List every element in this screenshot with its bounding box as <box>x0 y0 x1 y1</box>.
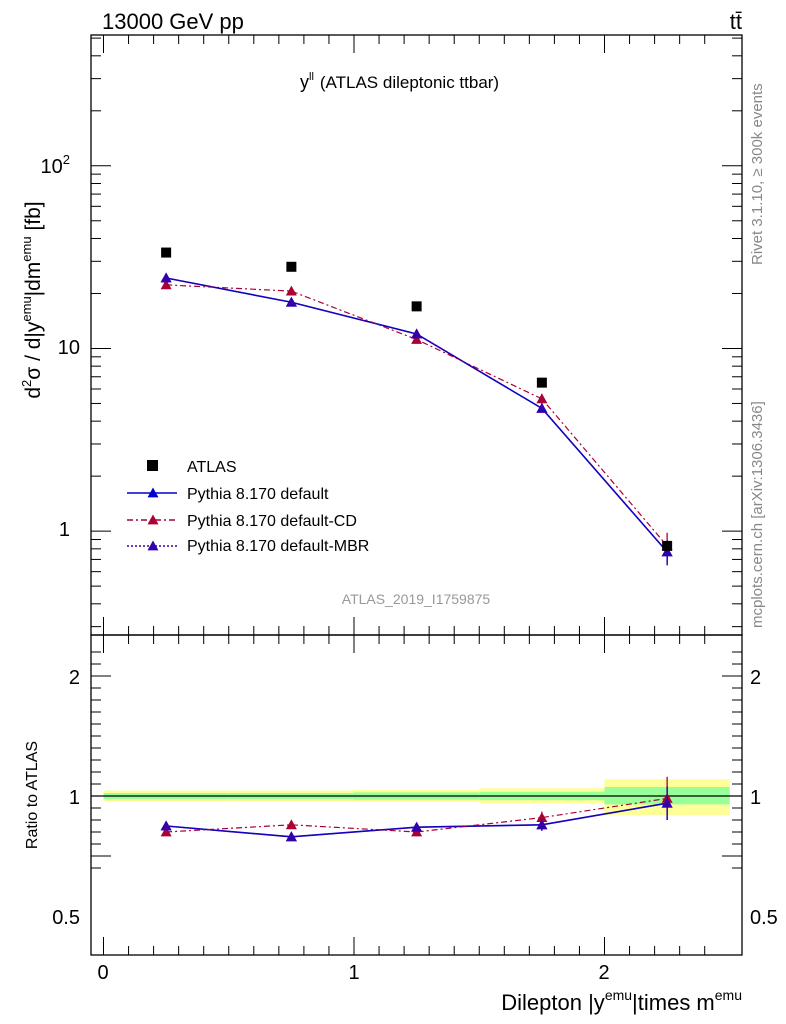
main-data-point-0 <box>161 247 172 258</box>
ratio-point-2-0 <box>160 820 172 831</box>
legend-markers <box>127 460 177 551</box>
legend-marker-1 <box>147 514 159 525</box>
ratio-ytick-label-1: 1 <box>69 787 80 809</box>
chart-title: yll (ATLAS dileptonic ttbar) <box>300 71 499 92</box>
main-data-point-2 <box>411 301 422 312</box>
main-ylabel: d2σ / d|yemu|dmemu [fb] <box>19 201 45 398</box>
ytick-label-100: 102 <box>41 152 70 178</box>
header-right: tt̄ <box>730 9 742 34</box>
rivet-label: Rivet 3.1.10, ≥ 300k events <box>749 83 766 265</box>
legend-label-cd: Pythia 8.170 default-CD <box>187 513 357 530</box>
ratio-point-1-1 <box>285 819 297 830</box>
legend-marker-0 <box>147 487 159 498</box>
main-point-2-0 <box>160 279 172 290</box>
ratio-ytick-label-right-1: 1 <box>750 787 761 809</box>
ratio-point-2-2 <box>411 821 423 832</box>
ratio-point-1-3 <box>536 812 548 822</box>
legend-label-mbr: Pythia 8.170 default-MBR <box>187 538 369 555</box>
ratio-ytick-label-2: 2 <box>69 667 80 689</box>
analysis-id: ATLAS_2019_I1759875 <box>342 591 491 607</box>
ytick-label-10: 10 <box>58 337 80 359</box>
main-point-3-1 <box>285 296 297 307</box>
ratio-uncertainty-bands <box>103 779 730 816</box>
xtick-label-2: 2 <box>598 962 609 984</box>
xtick-label-1: 1 <box>348 962 359 984</box>
main-point-3-0 <box>160 272 172 283</box>
ratio-ytick-label-0.5: 0.5 <box>52 907 80 929</box>
main-data-point-3 <box>536 377 547 388</box>
ratio-point-2-3 <box>536 819 548 830</box>
ratio-ytick-label-right-0.5: 0.5 <box>750 907 778 929</box>
main-line-2 <box>166 284 668 547</box>
main-point-2-3 <box>536 393 548 404</box>
ytick-label-1: 1 <box>59 519 70 541</box>
ratio-ylabel: Ratio to ATLAS <box>24 741 41 849</box>
main-point-3-4 <box>661 546 673 557</box>
main-point-2-2 <box>411 333 423 344</box>
main-line-3 <box>166 277 668 553</box>
xtick-label-0: 0 <box>97 962 108 984</box>
xlabel: Dilepton |yemu|times memu <box>501 987 742 1015</box>
main-point-3-2 <box>411 328 423 339</box>
ratio-point-2-1 <box>285 831 297 842</box>
main-line-1 <box>165 277 668 553</box>
main-point-3-3 <box>536 402 548 413</box>
chart-marks <box>160 247 673 842</box>
main-data-point-1 <box>286 261 297 272</box>
ratio-ytick-label-right-2: 2 <box>750 667 761 689</box>
legend-marker-2 <box>147 540 159 551</box>
main-data-point-4 <box>662 540 673 551</box>
legend-label-default: Pythia 8.170 default <box>187 486 329 503</box>
legend-label-atlas: ATLAS <box>187 459 237 476</box>
axis-ticks <box>91 35 742 955</box>
main-point-2-1 <box>285 285 297 296</box>
mcplots-label: mcplots.cern.ch [arXiv:1306.3436] <box>749 401 766 628</box>
ratio-panel-frame <box>90 634 743 956</box>
header-left: 13000 GeV pp <box>102 9 244 34</box>
ratio-point-1-0 <box>160 826 172 837</box>
legend-marker-atlas <box>147 460 158 471</box>
ratio-point-2-4 <box>661 797 673 808</box>
